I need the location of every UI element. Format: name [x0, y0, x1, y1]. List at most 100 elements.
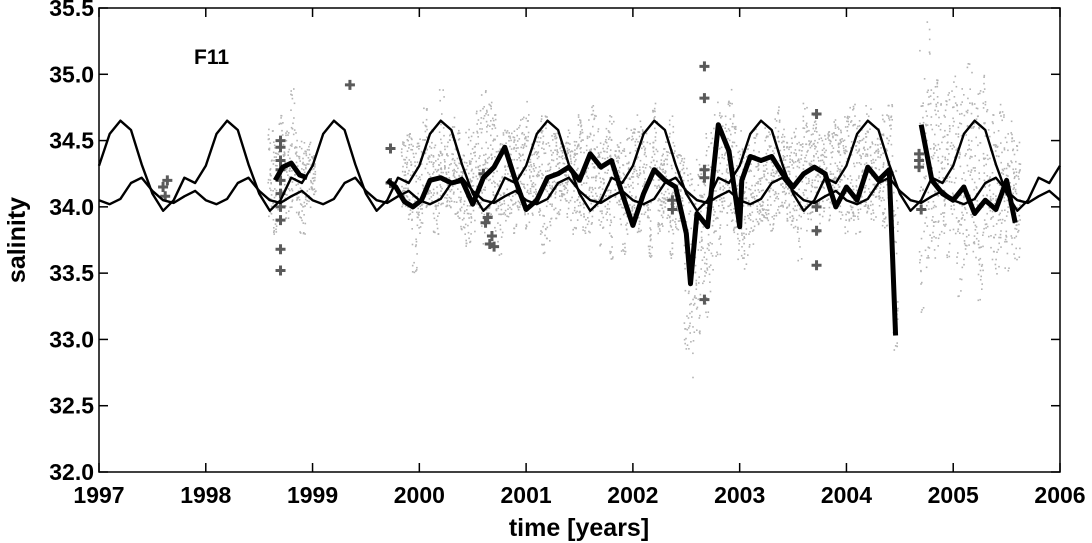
observation-dot	[952, 194, 955, 196]
observation-dot	[615, 150, 617, 152]
observation-dot	[453, 176, 456, 178]
observation-dot	[435, 206, 437, 208]
observation-dot	[517, 174, 520, 177]
observation-dot	[749, 219, 752, 221]
observation-dot	[852, 214, 855, 217]
observation-dot	[963, 219, 966, 221]
observation-dot	[490, 101, 493, 104]
observation-dot	[486, 162, 489, 164]
bottle-sample-cross	[699, 294, 710, 305]
observation-dot	[659, 199, 661, 201]
observation-dot	[432, 155, 435, 157]
observation-dot	[526, 120, 529, 122]
observation-dot	[650, 167, 652, 169]
observation-dot	[299, 203, 302, 205]
observation-dot	[808, 140, 810, 142]
observation-dot	[291, 97, 294, 100]
observation-dot	[645, 132, 648, 135]
observation-dot	[1005, 230, 1008, 233]
observation-dot	[462, 154, 465, 157]
observation-dot	[979, 298, 981, 301]
observation-dot	[558, 167, 560, 169]
observation-dot	[563, 145, 566, 147]
observation-dot	[829, 163, 832, 165]
observation-dot	[657, 209, 660, 212]
observation-dot	[995, 223, 998, 225]
observation-dot	[709, 241, 712, 244]
observation-dot	[1016, 206, 1019, 209]
observation-dot	[838, 128, 840, 130]
observation-dot	[623, 173, 625, 176]
observation-dot	[614, 194, 617, 197]
observation-dot	[583, 206, 585, 209]
observation-dot	[743, 253, 746, 255]
observation-dot	[581, 131, 584, 134]
observation-dot	[786, 217, 789, 220]
observation-dot	[871, 162, 873, 164]
observation-dot	[427, 171, 429, 174]
observation-dot	[674, 221, 676, 223]
observation-dot	[426, 163, 428, 165]
observation-dot	[852, 107, 855, 110]
observation-dot	[881, 114, 884, 117]
observation-dot	[1005, 215, 1008, 217]
observation-dot	[698, 317, 701, 319]
observation-dot	[452, 157, 454, 160]
observation-dot	[664, 190, 667, 193]
observation-dot	[822, 161, 825, 163]
observation-dot	[527, 213, 529, 215]
observation-dot	[765, 136, 767, 139]
observation-dot	[298, 157, 301, 160]
observation-dot	[297, 183, 299, 185]
observation-dot	[929, 102, 932, 105]
observation-dot	[994, 150, 997, 152]
observation-dot	[883, 218, 885, 220]
observation-dot	[742, 205, 745, 207]
observation-dot	[800, 227, 802, 230]
observation-dot	[950, 208, 953, 210]
bottle-sample-cross	[811, 260, 822, 271]
y-tick-label: 32.5	[49, 393, 94, 419]
observation-dot	[510, 212, 513, 214]
observation-dot	[707, 243, 709, 245]
observation-dot	[478, 206, 481, 209]
observation-dot	[738, 150, 741, 153]
observation-dot	[970, 112, 973, 115]
observation-dot	[678, 154, 681, 156]
observation-dot	[502, 134, 505, 136]
observation-dot	[963, 172, 965, 174]
observation-dot	[883, 120, 886, 123]
observation-dot	[691, 178, 694, 180]
observation-dot	[538, 174, 540, 177]
observation-dot	[424, 152, 427, 154]
observation-dot	[896, 309, 899, 312]
observation-dot	[462, 226, 465, 228]
observation-dot	[495, 151, 498, 153]
observation-dot	[533, 147, 535, 150]
observation-dot	[609, 155, 611, 157]
observation-dot	[555, 191, 557, 193]
observation-dot	[806, 130, 809, 132]
observation-dot	[714, 211, 716, 213]
observation-dot	[968, 144, 970, 146]
observation-dot	[465, 162, 468, 164]
observation-dot	[572, 179, 574, 182]
observation-dot	[427, 190, 430, 193]
observation-dot	[467, 224, 469, 227]
observation-dot	[851, 206, 854, 209]
observation-dot	[310, 163, 313, 166]
observation-dot	[993, 250, 995, 253]
observation-dot	[301, 168, 303, 170]
observation-dot	[979, 246, 981, 249]
observation-dot	[961, 204, 963, 207]
observation-dot	[999, 233, 1002, 236]
observation-dot	[498, 201, 501, 204]
observation-dot	[298, 211, 300, 213]
observation-dot	[945, 148, 948, 150]
observation-dot	[480, 122, 482, 124]
observation-dot	[536, 173, 539, 176]
observation-dot	[777, 140, 780, 143]
observation-dot	[1015, 160, 1017, 163]
observation-dot	[629, 152, 631, 154]
observation-dot	[518, 201, 521, 204]
